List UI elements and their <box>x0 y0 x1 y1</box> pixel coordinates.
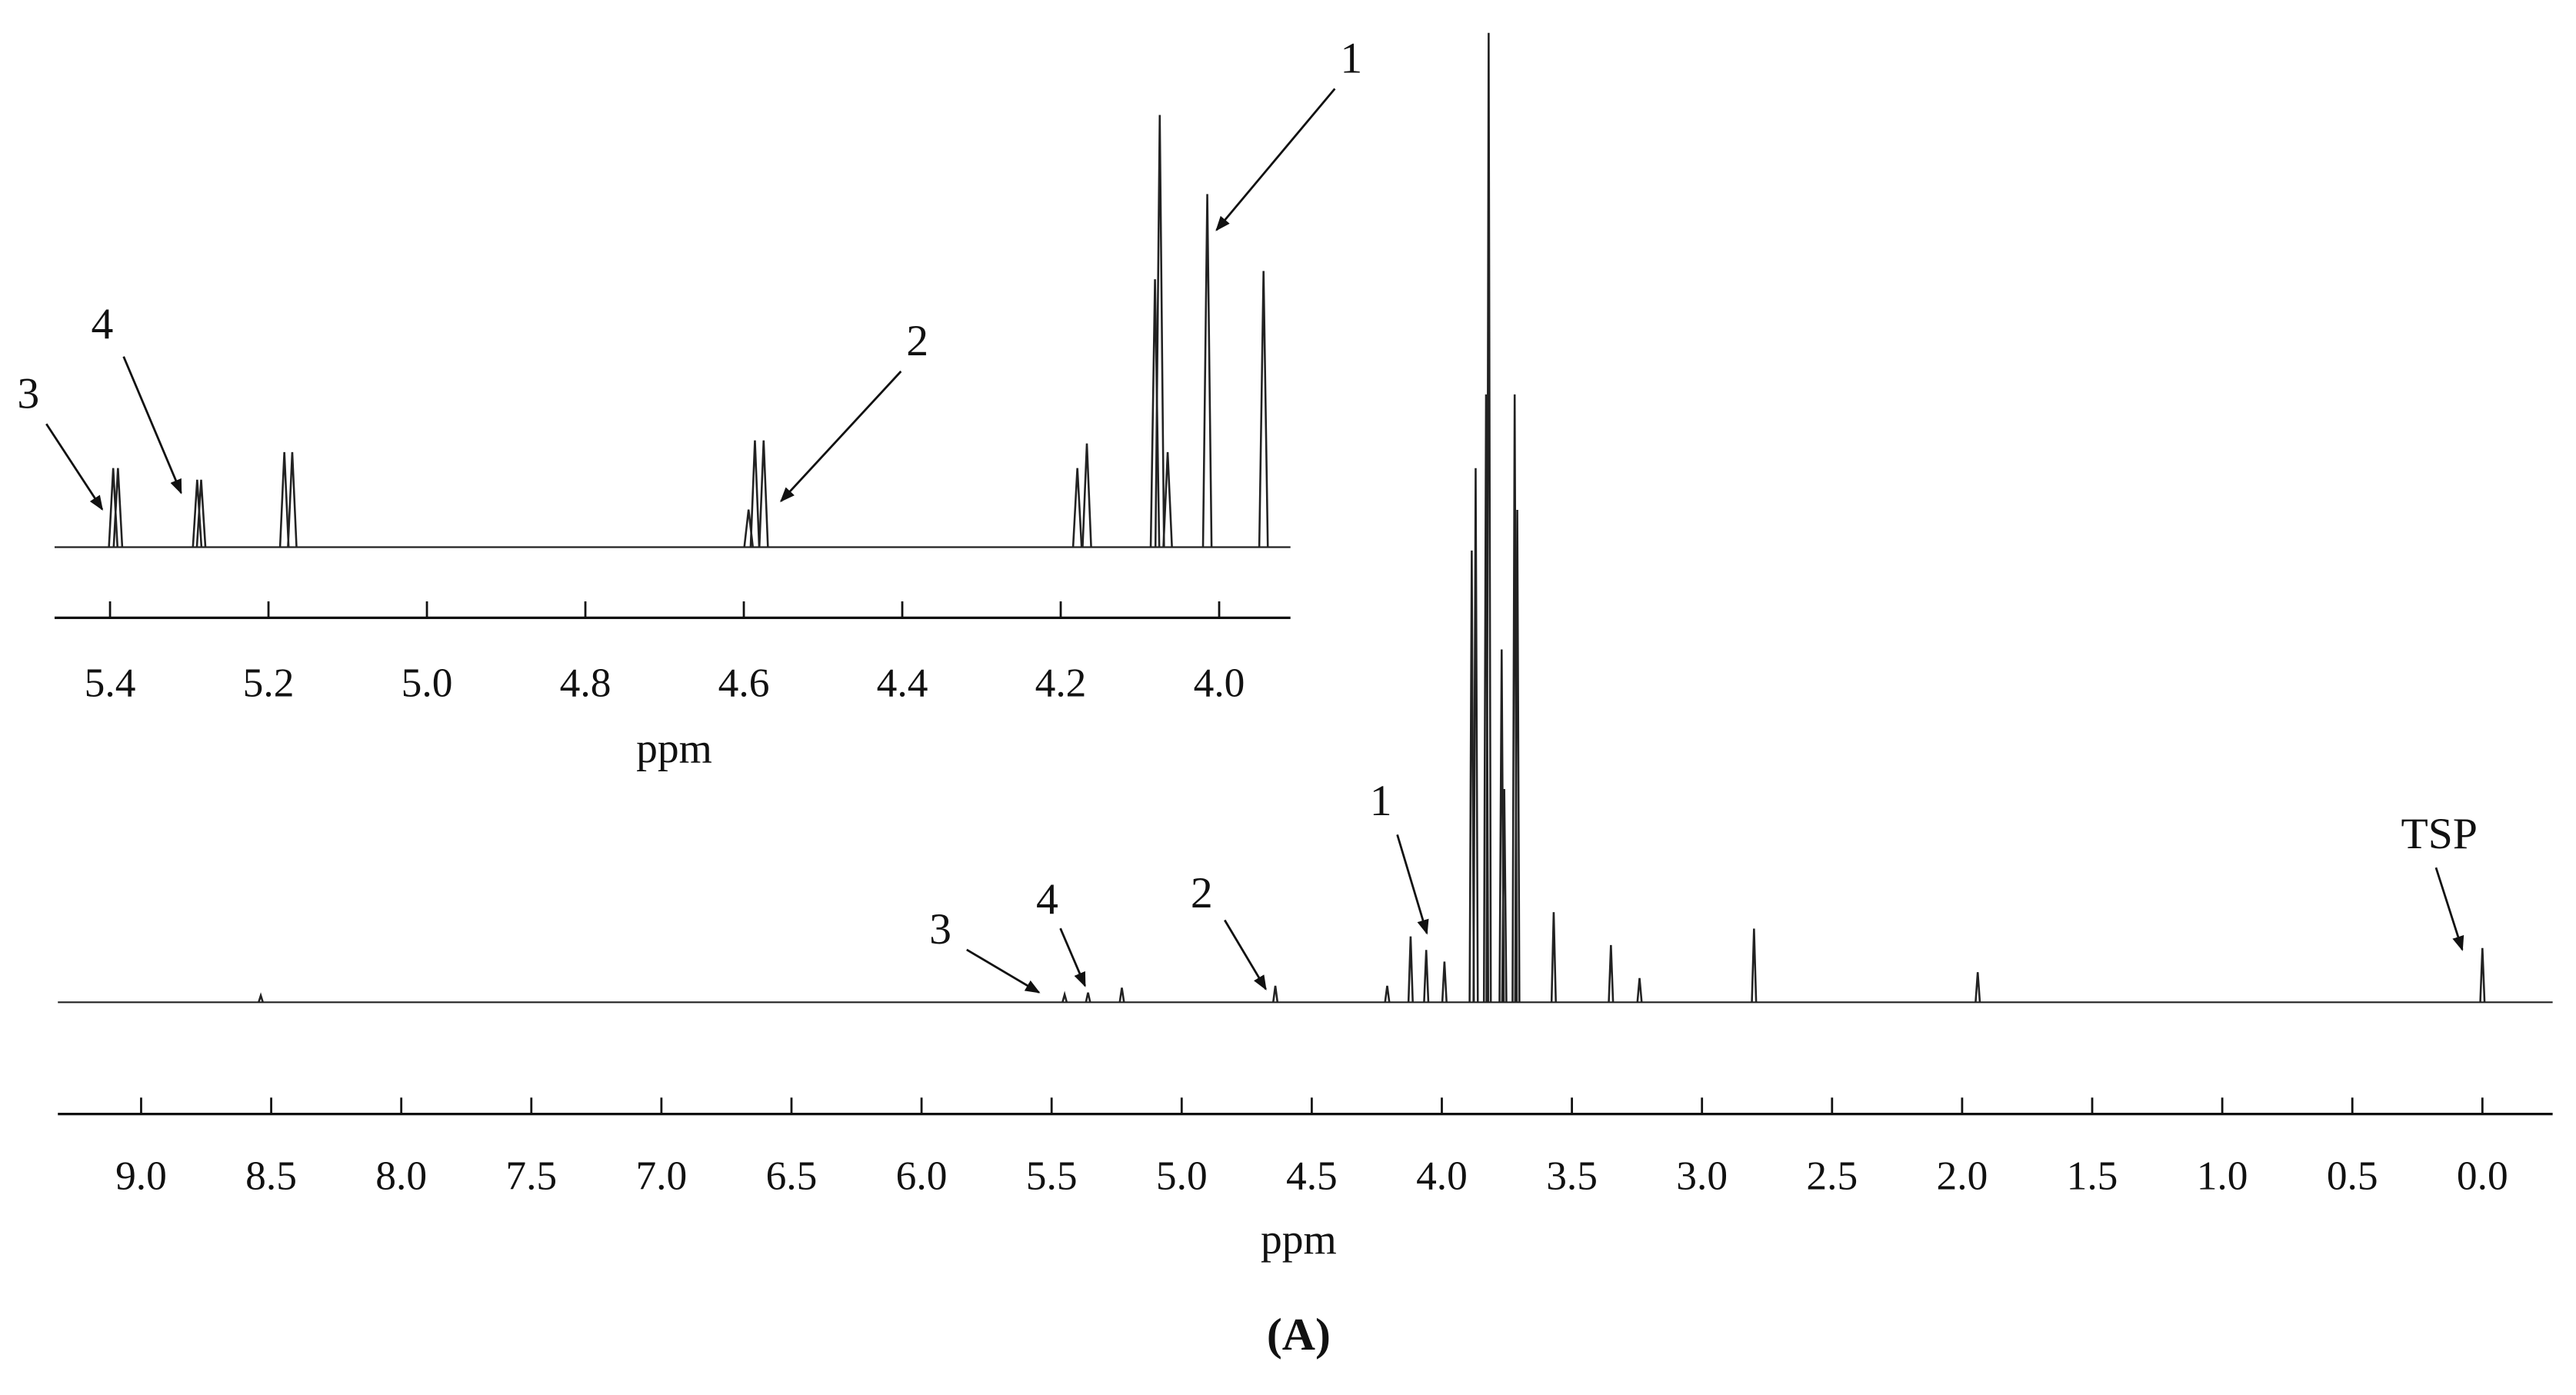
x-tick-label: 4.0 <box>1194 659 1245 705</box>
x-axis-label: ppm <box>636 724 712 772</box>
x-tick-label: 8.0 <box>375 1152 427 1198</box>
peak <box>1441 961 1448 1003</box>
peak <box>1271 985 1279 1003</box>
peak <box>1751 928 1758 1003</box>
peak <box>1974 972 1981 1003</box>
peak <box>1501 788 1508 1003</box>
x-tick-label: 0.0 <box>2457 1152 2508 1198</box>
peak <box>1407 936 1414 1003</box>
x-tick-label: 3.0 <box>1676 1152 1728 1198</box>
x-tick-label: 0.5 <box>2327 1152 2378 1198</box>
x-tick-label: 4.0 <box>1416 1152 1468 1198</box>
peak <box>1071 468 1083 548</box>
annotation-arrow <box>1396 834 1429 935</box>
peak <box>1472 468 1479 1003</box>
annotation-arrow <box>1059 927 1086 987</box>
annotation-arrow <box>780 370 902 503</box>
peak <box>1550 912 1557 1003</box>
x-tick-label: 5.0 <box>402 659 453 705</box>
annotation: 3 <box>929 905 951 954</box>
peak <box>749 440 761 548</box>
peak <box>1118 987 1125 1003</box>
annotation-arrow <box>2434 867 2464 951</box>
peak <box>112 468 124 548</box>
peak <box>1162 451 1173 548</box>
x-tick-label: 5.5 <box>1026 1152 1078 1198</box>
peak <box>1061 990 1068 1003</box>
annotation: 4 <box>91 301 113 349</box>
annotation: 1 <box>1340 34 1362 82</box>
peak <box>287 451 298 548</box>
peak <box>1514 509 1521 1003</box>
x-tick-label: 7.5 <box>505 1152 557 1198</box>
peak <box>1149 279 1161 548</box>
peak <box>1384 985 1391 1003</box>
peak <box>2479 947 2486 1003</box>
peak <box>195 479 207 548</box>
x-tick-label: 6.0 <box>896 1152 948 1198</box>
peak <box>758 440 769 548</box>
x-tick-label: 4.8 <box>560 659 612 705</box>
x-tick-label: 4.5 <box>1286 1152 1338 1198</box>
annotation-arrow <box>966 948 1041 994</box>
peak <box>1258 271 1269 548</box>
annotation: TSP <box>2401 810 2478 858</box>
x-tick-label: 2.5 <box>1806 1152 1858 1198</box>
x-tick-label: 1.5 <box>2067 1152 2118 1198</box>
caption: (A) <box>1267 1309 1331 1360</box>
x-tick-label: 5.0 <box>1156 1152 1208 1198</box>
annotation: 2 <box>906 317 928 365</box>
annotation: 4 <box>1036 875 1058 924</box>
peak <box>1636 977 1643 1003</box>
x-tick-label: 5.4 <box>85 659 136 705</box>
annotation: 2 <box>1191 869 1213 917</box>
peak <box>1085 992 1091 1003</box>
peak <box>258 992 265 1003</box>
peak <box>1201 194 1213 548</box>
annotation-arrow <box>1224 919 1267 990</box>
annotation-arrow <box>45 423 104 511</box>
annotation-arrow <box>122 356 182 494</box>
x-tick-label: 3.5 <box>1546 1152 1598 1198</box>
x-tick-label: 5.2 <box>243 659 295 705</box>
peak <box>278 451 290 548</box>
x-tick-label: 1.0 <box>2197 1152 2248 1198</box>
x-tick-label: 2.0 <box>1937 1152 1988 1198</box>
peak <box>1081 443 1092 548</box>
x-tick-label: 4.4 <box>877 659 928 705</box>
peak <box>1154 115 1165 548</box>
x-tick-label: 7.0 <box>635 1152 687 1198</box>
peak <box>1423 950 1430 1003</box>
x-tick-label: 4.2 <box>1035 659 1087 705</box>
x-axis-label: ppm <box>1261 1216 1337 1263</box>
peak <box>192 479 203 548</box>
x-tick-label: 8.5 <box>245 1152 297 1198</box>
annotation: 1 <box>1370 777 1392 825</box>
annotation: 3 <box>17 369 39 418</box>
peak <box>1608 944 1615 1003</box>
x-tick-label: 4.6 <box>718 659 770 705</box>
annotation-arrow <box>1215 88 1336 231</box>
x-tick-label: 9.0 <box>115 1152 167 1198</box>
x-tick-label: 6.5 <box>766 1152 818 1198</box>
peak <box>1485 32 1492 1003</box>
